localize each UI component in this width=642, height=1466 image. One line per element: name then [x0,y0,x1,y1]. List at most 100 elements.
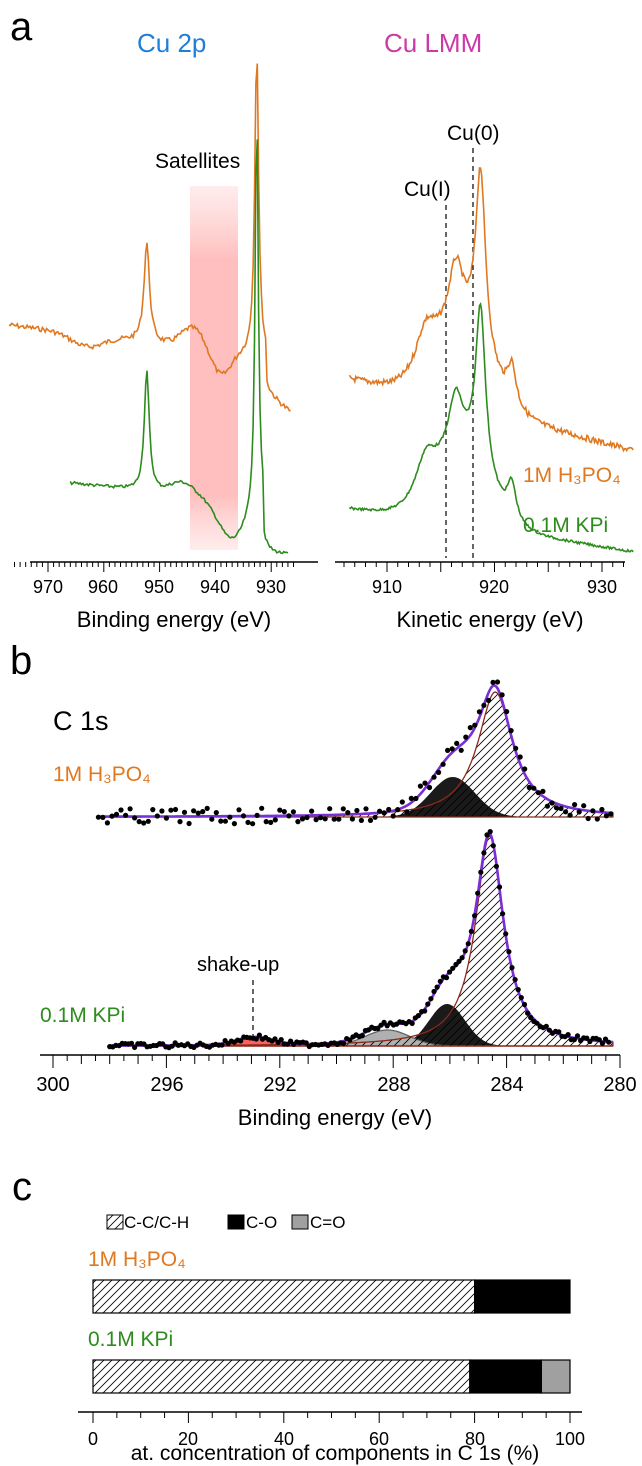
data-point [231,821,237,827]
data-point [209,816,215,822]
data-point [104,820,110,826]
data-point [526,784,532,791]
data-point [437,978,443,984]
data-point [288,1038,294,1044]
data-point [487,829,493,835]
data-point [253,1036,259,1042]
data-point [372,814,378,820]
data-point [581,803,587,809]
data-point [509,965,515,971]
data-point [290,809,296,815]
cu1-label: Cu(I) [404,178,451,201]
tick-c-0: 0 [88,1429,98,1449]
data-point [468,928,474,935]
tick-b-300: 300 [36,1074,69,1096]
data-point [490,843,496,849]
data-point [150,807,156,813]
data-point [277,807,283,813]
data-point [377,808,383,814]
tick-b-296: 296 [150,1074,183,1096]
data-point [395,807,401,813]
data-point [603,813,610,819]
tick-b-280: 280 [603,1074,636,1096]
data-point [381,1019,387,1025]
tick-c-40: 40 [274,1429,294,1449]
data-point [521,1001,528,1008]
data-point [456,958,462,964]
data-point [422,1008,428,1014]
data-point [304,814,310,821]
data-point [608,811,614,817]
panel-a-label: a [10,5,33,49]
data-point [417,783,423,789]
culmm-title: Cu LMM [384,28,482,58]
data-point [467,725,473,731]
data-point [236,807,242,813]
data-point [404,809,410,815]
data-point [240,813,247,819]
data-point [472,913,478,919]
data-point [449,746,455,752]
data-point [390,813,396,819]
data-point [278,1037,284,1043]
tick-a-right-930: 930 [587,577,617,597]
data-point [409,1020,415,1026]
data-point [528,1015,534,1021]
data-point [204,805,210,812]
series2-label-a: 0.1M KPi [523,514,608,537]
data-point [375,1025,381,1032]
fit-envelope [109,831,613,1047]
series2-label-b: 0.1M KPi [40,1004,125,1027]
data-point [415,1013,421,1019]
data-point [132,1044,138,1050]
data-point [272,817,278,823]
tick-c-100: 100 [555,1429,585,1449]
data-point [584,1035,590,1041]
bar-ccch-1 [92,1359,471,1394]
data-point [556,1029,562,1035]
bar-co-1 [469,1359,542,1394]
data-point [594,816,600,822]
data-point [408,795,414,802]
data-point [453,961,459,968]
axis-a-right-ticks [343,562,624,572]
tick-a-right-920: 920 [479,577,509,597]
data-point [553,805,560,811]
data-point [349,816,355,822]
data-point [340,806,346,812]
data-point [512,977,518,983]
data-point [163,815,169,821]
cu2p-title: Cu 2p [137,28,206,58]
tick-a-left-940: 940 [200,577,230,597]
legend-label-ccch: C-C/C-H [124,1213,189,1232]
data-point [295,819,301,825]
tick-a-left-970: 970 [33,577,63,597]
xlabel-a-left: Binding energy (eV) [77,607,271,632]
data-point [327,806,333,812]
series1-label-c: 1M H₃PO₄ [88,1248,186,1271]
legend-swatch-ccch [106,1214,124,1230]
data-point [181,809,188,815]
data-point [484,832,490,838]
data-point [522,766,528,772]
tick-c-80: 80 [465,1429,485,1449]
satellites-label: Satellites [155,150,240,173]
data-point [426,784,433,791]
data-point [563,809,569,815]
data-point [172,806,179,813]
data-point [447,969,453,975]
data-point [496,884,503,890]
axis-c-ticks [92,1412,571,1423]
data-point [549,800,555,806]
data-point [481,702,487,708]
axis-a-left-ticks [14,562,295,572]
data-point [481,850,487,856]
data-point [567,812,573,818]
data-point [463,734,469,740]
cu2p-series-1m-h3po4 [8,63,291,412]
data-point [543,1023,549,1029]
data-point [191,808,197,814]
data-point [259,805,265,811]
data-point [504,709,510,715]
